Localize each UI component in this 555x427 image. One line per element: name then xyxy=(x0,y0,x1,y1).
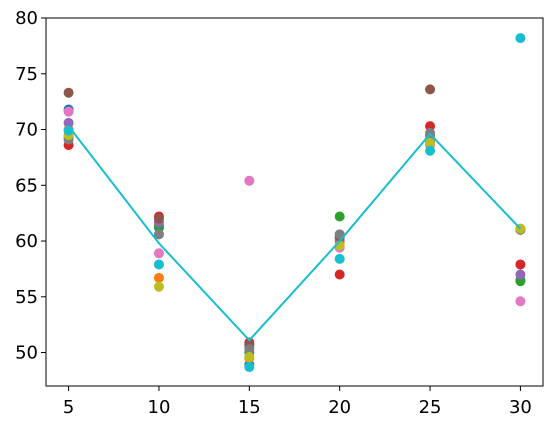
scatter-point-s5-p4 xyxy=(425,84,436,95)
x-tick-label-20: 20 xyxy=(328,397,351,418)
x-tick-label-15: 15 xyxy=(238,397,261,418)
scatter-point-s8-p1 xyxy=(153,281,164,292)
scatter-point-s6-p1 xyxy=(153,248,164,259)
scatter-point-s5-p1 xyxy=(153,213,164,224)
scatter-point-s3-p3 xyxy=(334,269,345,280)
scatter-point-s4-p5 xyxy=(515,269,526,280)
scatter-point-s6-p2 xyxy=(244,175,255,186)
scatter-point-s3-p5 xyxy=(515,259,526,270)
x-tick-label-30: 30 xyxy=(509,397,532,418)
y-tick-label-65: 65 xyxy=(15,175,38,196)
scatter-point-s6-p5 xyxy=(515,296,526,307)
axis-ticks: 5 10 15 20 25 30 50 55 60 65 70 75 80 xyxy=(15,8,532,418)
scatter-point-s8-p2 xyxy=(244,352,255,363)
scatter-point-s9-p2 xyxy=(244,362,255,373)
x-tick-label-5: 5 xyxy=(63,397,74,418)
y-tick-label-70: 70 xyxy=(15,120,38,141)
scatter-point-s1-p1 xyxy=(153,272,164,283)
y-tick-label-75: 75 xyxy=(15,64,38,85)
y-tick-label-60: 60 xyxy=(15,231,38,252)
scatter-point-s6-p0 xyxy=(63,106,74,117)
scatter-point-s9-p4 xyxy=(425,145,436,156)
scatter-point-s2-p3 xyxy=(334,211,345,222)
scatter-point-s4-p0 xyxy=(63,117,74,128)
scatter-point-s9-p3 xyxy=(334,253,345,264)
plot-area xyxy=(63,33,526,373)
y-tick-label-55: 55 xyxy=(15,287,38,308)
y-tick-label-50: 50 xyxy=(15,343,38,364)
scatter-point-s9-p1 xyxy=(153,259,164,270)
scatter-point-s8-p4 xyxy=(425,137,436,148)
scatter-point-s7-p1 xyxy=(153,229,164,240)
scatter-point-s7-p2 xyxy=(244,344,255,355)
scatter-point-s5-p0 xyxy=(63,87,74,98)
y-tick-label-80: 80 xyxy=(15,8,38,29)
scatter-point-s9-p5 xyxy=(515,33,526,44)
x-tick-label-25: 25 xyxy=(419,397,442,418)
series-line xyxy=(67,125,522,342)
x-tick-label-10: 10 xyxy=(148,397,171,418)
axes-frame xyxy=(45,17,544,387)
